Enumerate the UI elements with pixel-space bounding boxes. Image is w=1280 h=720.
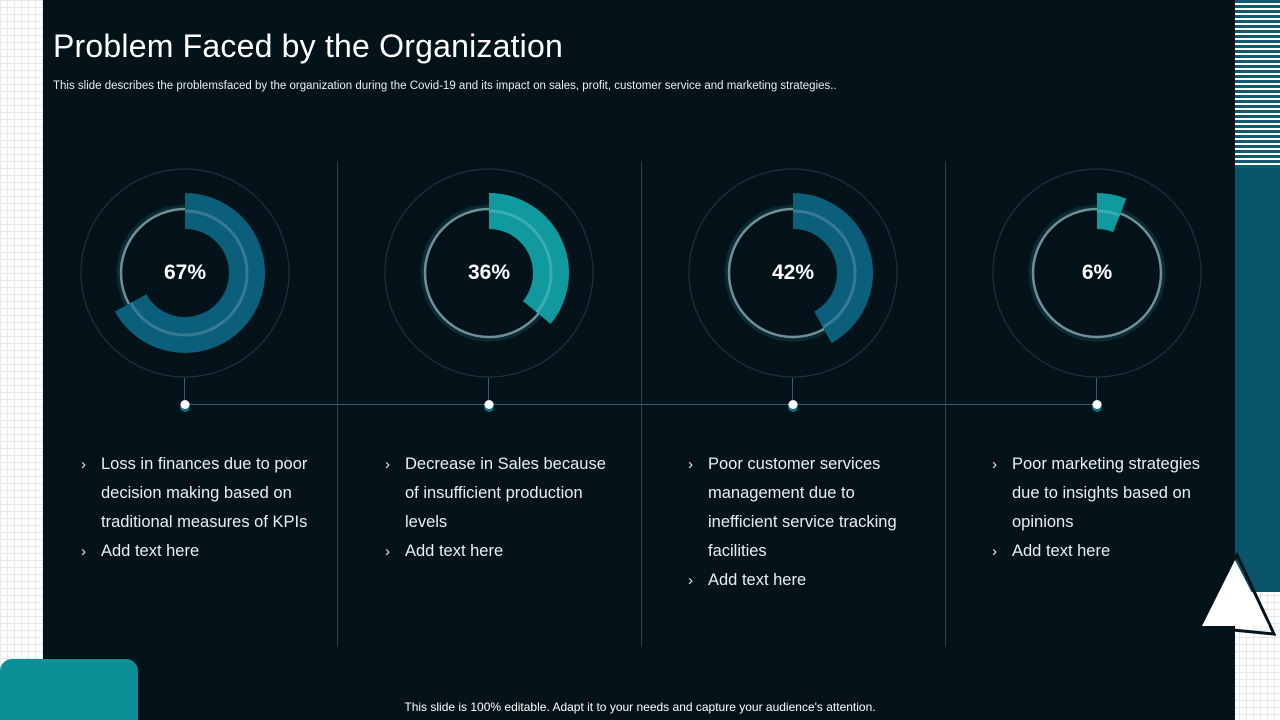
column-text-1: › Loss in finances due to poor decision m…: [81, 450, 311, 566]
column-text-2: › Decrease in Sales because of insufficie…: [385, 450, 615, 566]
bullet-text: Add text here: [708, 571, 807, 589]
progress-arc-highlight: [1096, 209, 1121, 217]
bullet-item: › Add text here: [992, 537, 1222, 566]
decorative-tab: [0, 659, 138, 720]
timeline-node-icon: [1092, 400, 1102, 412]
progress-arc: [488, 193, 569, 324]
percent-label: 67%: [163, 261, 207, 284]
chevron-right-icon: ›: [688, 572, 693, 589]
outer-ring: [80, 168, 290, 378]
timeline-node-icon: [180, 400, 190, 412]
donut-chart-4: 6%: [991, 167, 1203, 379]
timeline-stem: [792, 378, 793, 402]
donut-chart-2: 36%: [383, 167, 595, 379]
outer-ring: [688, 168, 898, 378]
donut-graphic: [688, 168, 898, 378]
bullet-list: › Decrease in Sales because of insufficie…: [385, 450, 615, 566]
bullet-text: Decrease in Sales because of insufficien…: [405, 455, 606, 531]
progress-arc: [114, 193, 265, 353]
chevron-right-icon: ›: [688, 456, 693, 473]
donut-chart-3: 42%: [687, 167, 899, 379]
bullet-item: › Add text here: [688, 566, 918, 595]
bullet-item: › Loss in finances due to poor decision m…: [81, 450, 311, 537]
bullet-text: Loss in finances due to poor decision ma…: [101, 455, 308, 531]
triangle-icon: [1199, 552, 1277, 636]
page-title: Problem Faced by the Organization: [53, 28, 563, 64]
chevron-right-icon: ›: [992, 543, 997, 560]
chevron-right-icon: ›: [385, 456, 390, 473]
timeline-stem: [1096, 378, 1097, 402]
bullet-item: › Poor marketing strategies due to insigh…: [992, 450, 1222, 537]
bullet-text: Poor marketing strategies due to insight…: [1012, 455, 1201, 531]
donut-graphic: [80, 168, 290, 378]
column-text-3: › Poor customer services management due t…: [688, 450, 918, 595]
bullet-item: › Decrease in Sales because of insufficie…: [385, 450, 615, 537]
progress-arc-highlight: [488, 209, 553, 314]
donut-graphic: [384, 168, 594, 378]
column-text-4: › Poor marketing strategies due to insigh…: [992, 450, 1222, 566]
decorative-stripes: [1235, 0, 1280, 168]
bullet-list: › Loss in finances due to poor decision m…: [81, 450, 311, 566]
timeline-stem: [488, 378, 489, 402]
donut-graphic: [992, 168, 1202, 378]
percent-label: 6%: [1081, 261, 1113, 284]
bullet-list: › Poor customer services management due t…: [688, 450, 918, 595]
outer-ring: [992, 168, 1202, 378]
footer-note: This slide is 100% editable. Adapt it to…: [404, 700, 876, 714]
percent-label: 42%: [771, 261, 815, 284]
progress-arc-highlight: [792, 209, 857, 329]
bullet-item: › Poor customer services management due t…: [688, 450, 918, 566]
bullet-text: Add text here: [101, 542, 200, 560]
timeline-node-icon: [788, 400, 798, 412]
page-subtitle: This slide describes the problemsfaced b…: [53, 80, 837, 92]
outer-ring: [384, 168, 594, 378]
decorative-block: [1235, 168, 1280, 592]
chevron-right-icon: ›: [81, 543, 86, 560]
bullet-text: Add text here: [405, 542, 504, 560]
bullet-item: › Add text here: [81, 537, 311, 566]
percent-label: 36%: [467, 261, 511, 284]
timeline-line: [183, 404, 1098, 405]
chevron-right-icon: ›: [385, 543, 390, 560]
chevron-right-icon: ›: [81, 456, 86, 473]
bullet-text: Add text here: [1012, 542, 1111, 560]
donut-chart-1: 67%: [79, 167, 291, 379]
progress-arc-highlight: [129, 209, 249, 337]
chevron-right-icon: ›: [992, 456, 997, 473]
bullet-list: › Poor marketing strategies due to insigh…: [992, 450, 1222, 566]
progress-arc: [1096, 193, 1127, 233]
timeline-node-icon: [484, 400, 494, 412]
bullet-item: › Add text here: [385, 537, 615, 566]
bullet-text: Poor customer services management due to…: [708, 455, 897, 560]
timeline-stem: [184, 378, 185, 402]
progress-arc: [792, 193, 873, 344]
